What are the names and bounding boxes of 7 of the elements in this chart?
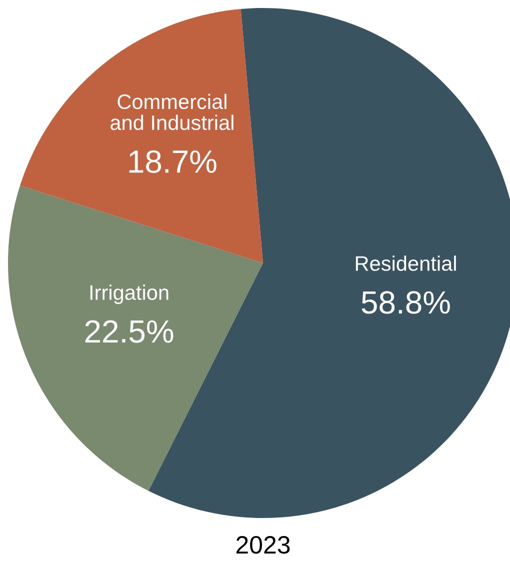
data-label: 22.5% xyxy=(85,320,174,343)
data-label: 18.7% xyxy=(129,150,216,173)
slice-label: Residential xyxy=(356,256,456,271)
slice-label: Commercial and Industrial xyxy=(110,94,234,130)
text: 2023 xyxy=(236,536,290,554)
slice-label: Irrigation xyxy=(90,284,168,304)
data-label: 58.8% xyxy=(362,291,450,314)
